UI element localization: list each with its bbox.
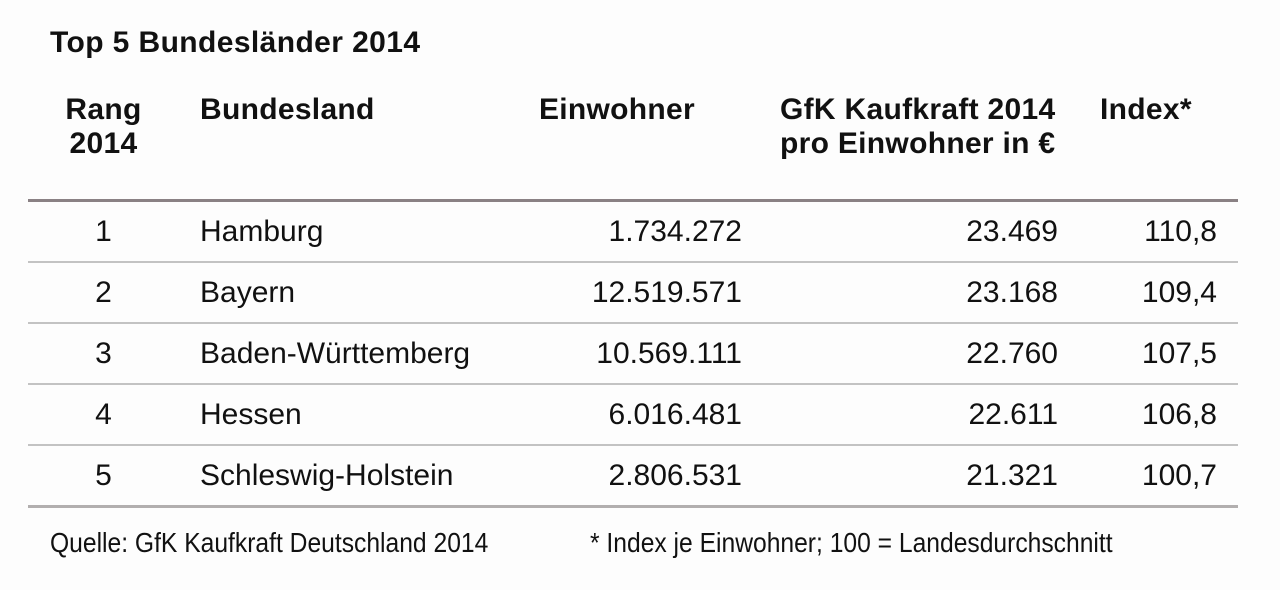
cell-einwohner: 2.806.531 <box>450 445 750 508</box>
column-header-index-line1: Index* <box>1100 93 1192 126</box>
cell-bundesland: Hessen <box>158 384 450 446</box>
table-row: 4 Hessen 6.016.481 22.611 106,8 <box>28 384 1238 446</box>
column-header-rang: Rang 2014 <box>28 88 158 202</box>
column-header-kaufkraft-line1: GfK Kaufkraft 2014 <box>780 93 1056 126</box>
cell-kaufkraft: 23.469 <box>750 200 1058 263</box>
cell-einwohner: 1.734.272 <box>450 200 750 263</box>
cell-kaufkraft: 22.611 <box>750 384 1058 446</box>
cell-index: 107,5 <box>1058 323 1238 385</box>
cell-kaufkraft: 22.760 <box>750 323 1058 385</box>
table-row: 1 Hamburg 1.734.272 23.469 110,8 <box>28 200 1238 263</box>
kaufkraft-table: Rang 2014 Bundesland Einwohner GfK Kaufk… <box>28 88 1238 508</box>
cell-index: 106,8 <box>1058 384 1238 446</box>
cell-bundesland: Bayern <box>158 262 450 324</box>
column-header-einwohner-line1: Einwohner <box>538 93 695 126</box>
cell-rang: 2 <box>28 262 158 324</box>
source-note: Quelle: GfK Kaufkraft Deutschland 2014 <box>50 527 489 558</box>
cell-rang: 4 <box>28 384 158 446</box>
column-header-bundesland-line1: Bundesland <box>200 93 375 126</box>
page-title: Top 5 Bundesländer 2014 <box>50 26 421 59</box>
cell-bundesland: Baden-Württemberg <box>158 323 470 385</box>
cell-bundesland: Hamburg <box>158 200 450 263</box>
cell-rang: 1 <box>28 200 158 263</box>
cell-kaufkraft: 23.168 <box>750 262 1058 324</box>
cell-rang: 5 <box>28 445 158 508</box>
column-header-kaufkraft-line2: pro Einwohner in € <box>780 127 1056 160</box>
cell-einwohner: 12.519.571 <box>450 262 750 324</box>
column-header-bundesland: Bundesland <box>158 88 450 202</box>
column-header-rang-line2: 2014 <box>69 127 138 160</box>
column-header-index: Index* <box>1058 88 1238 202</box>
column-header-kaufkraft: GfK Kaufkraft 2014 pro Einwohner in € <box>750 88 1058 202</box>
cell-einwohner: 10.569.111 <box>450 323 750 385</box>
cell-kaufkraft: 21.321 <box>750 445 1058 508</box>
cell-rang: 3 <box>28 323 158 385</box>
table-row: 3 Baden-Württemberg 10.569.111 22.760 10… <box>28 323 1238 385</box>
cell-index: 109,4 <box>1058 262 1238 324</box>
table-body: 1 Hamburg 1.734.272 23.469 110,8 2 Bayer… <box>28 200 1238 508</box>
table-row: 2 Bayern 12.519.571 23.168 109,4 <box>28 262 1238 324</box>
header-row: Rang 2014 Bundesland Einwohner GfK Kaufk… <box>28 88 1238 202</box>
column-header-einwohner: Einwohner <box>450 88 750 202</box>
column-header-rang-line1: Rang <box>65 93 142 126</box>
cell-einwohner: 6.016.481 <box>450 384 750 446</box>
table-header: Rang 2014 Bundesland Einwohner GfK Kaufk… <box>28 88 1238 202</box>
table-row: 5 Schleswig-Holstein 2.806.531 21.321 10… <box>28 445 1238 508</box>
cell-bundesland: Schleswig-Holstein <box>158 445 453 508</box>
index-footnote: * Index je Einwohner; 100 = Landesdurchs… <box>590 527 1113 558</box>
cell-index: 110,8 <box>1058 200 1238 263</box>
cell-index: 100,7 <box>1058 445 1238 508</box>
